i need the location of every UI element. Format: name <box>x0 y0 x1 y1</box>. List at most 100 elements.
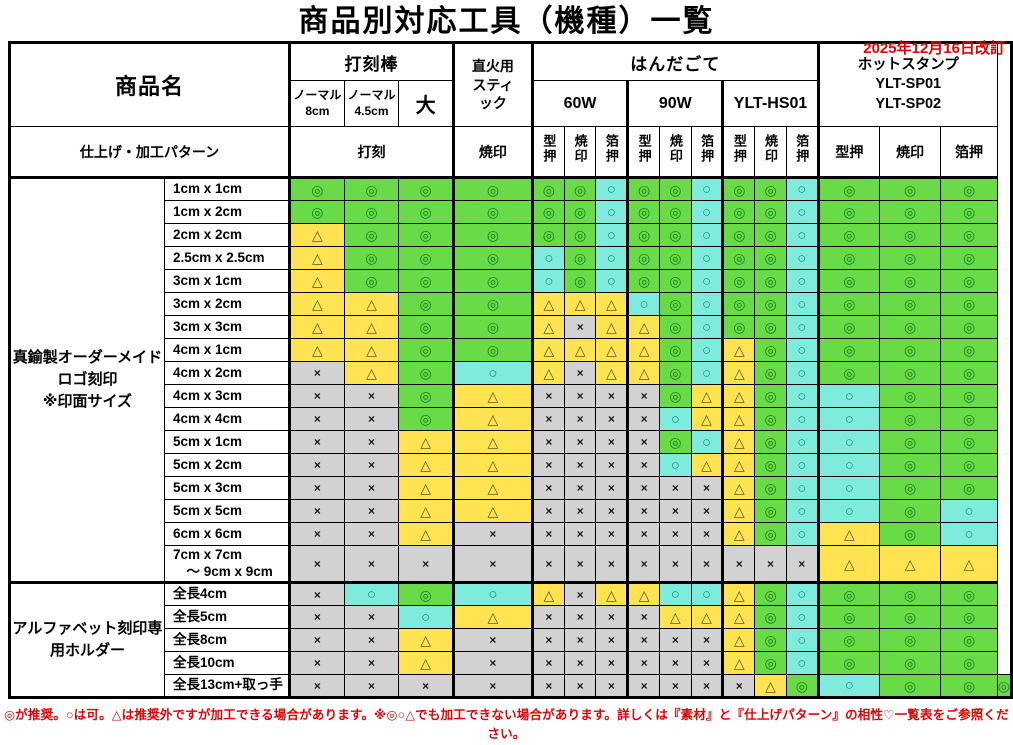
compat-cell: ○ <box>595 223 629 247</box>
compat-cell: ◎ <box>658 430 692 454</box>
compat-cell: ◎ <box>878 361 942 385</box>
compat-cell: × <box>595 453 629 477</box>
compat-cell: ◎ <box>288 200 345 224</box>
compat-cell: ○ <box>785 223 819 247</box>
compat-cell: △ <box>398 430 454 454</box>
compat-cell: ◎ <box>785 674 819 698</box>
compat-cell: △ <box>626 315 660 339</box>
compat-cell: ○ <box>595 177 629 201</box>
compat-cell: ◎ <box>878 269 942 293</box>
compat-cell: ◎ <box>451 269 533 293</box>
compat-cell: × <box>626 407 660 431</box>
compat-cell: ◎ <box>451 338 533 362</box>
compat-cell: × <box>563 453 597 477</box>
compat-cell: ○ <box>785 581 819 606</box>
compat-cell: ○ <box>816 430 881 454</box>
compat-cell: ○ <box>530 269 565 293</box>
compat-cell: ○ <box>785 499 819 523</box>
compat-cell: ◎ <box>563 200 597 224</box>
compat-cell: ◎ <box>940 476 998 500</box>
compat-cell: ◎ <box>754 223 787 247</box>
compat-cell: ○ <box>816 384 881 408</box>
pattern-header-90w-yakiin: 焼印 <box>658 126 692 179</box>
compat-cell: ◎ <box>451 200 533 224</box>
compat-cell: △ <box>878 545 942 583</box>
compat-cell: △ <box>754 674 787 698</box>
compat-cell: ◎ <box>996 674 1013 698</box>
compat-cell: ◎ <box>754 269 787 293</box>
compat-cell: ◎ <box>754 628 787 652</box>
compat-cell: × <box>343 476 400 500</box>
compat-cell: △ <box>721 651 756 675</box>
compat-cell: ◎ <box>754 605 787 629</box>
compat-cell: ◎ <box>451 315 533 339</box>
compat-cell: × <box>690 674 724 698</box>
compat-cell: ○ <box>595 246 629 270</box>
compat-cell: × <box>785 545 819 583</box>
compat-cell: △ <box>398 628 454 652</box>
compat-cell: ◎ <box>563 177 597 201</box>
compat-cell: × <box>288 674 345 698</box>
compat-cell: △ <box>690 453 724 477</box>
compat-cell: ○ <box>940 499 998 523</box>
compat-cell: ◎ <box>658 246 692 270</box>
compat-cell: △ <box>343 361 400 385</box>
compat-cell: △ <box>721 628 756 652</box>
compat-cell: ◎ <box>940 628 998 652</box>
size-label: 6cm x 6cm <box>163 522 291 546</box>
compat-cell: ○ <box>451 581 533 606</box>
compat-cell: △ <box>451 499 533 523</box>
compat-cell: × <box>343 545 400 583</box>
compat-cell: × <box>626 384 660 408</box>
compat-cell: × <box>288 581 345 606</box>
compat-cell: ◎ <box>878 407 942 431</box>
size-label: 全長8cm <box>163 628 291 652</box>
compat-cell: ◎ <box>878 223 942 247</box>
column-header-60w: 60W <box>530 80 629 127</box>
compat-cell: ◎ <box>721 200 756 224</box>
compat-cell: △ <box>721 338 756 362</box>
compat-cell: △ <box>451 430 533 454</box>
compat-cell: △ <box>451 453 533 477</box>
compat-cell: ◎ <box>398 581 454 606</box>
compat-cell: × <box>690 476 724 500</box>
compat-cell: ◎ <box>658 338 692 362</box>
compat-cell: × <box>563 522 597 546</box>
compatibility-table: 商品名 打刻棒 直火用 スティ ック はんだごて ホットスタンプ YLT-SP0… <box>8 41 1013 699</box>
column-header-hs01: YLT-HS01 <box>721 80 819 127</box>
compat-cell: × <box>288 453 345 477</box>
compat-cell: × <box>530 522 565 546</box>
column-header-stick: 直火用 スティ ック <box>451 42 533 127</box>
compat-cell: ◎ <box>721 269 756 293</box>
compat-cell: ◎ <box>816 200 881 224</box>
compat-cell: × <box>595 605 629 629</box>
size-label: 4cm x 4cm <box>163 407 291 431</box>
compat-cell: ○ <box>658 407 692 431</box>
compat-cell: ◎ <box>288 177 345 201</box>
compat-cell: △ <box>690 384 724 408</box>
compat-cell: × <box>721 545 756 583</box>
compat-cell: × <box>563 674 597 698</box>
pattern-header-60w-kataoshi: 型押 <box>530 126 565 179</box>
compat-cell: × <box>563 499 597 523</box>
revision-date: 2025年12月16日改訂 <box>863 40 1005 57</box>
compat-cell: × <box>343 605 400 629</box>
compat-cell: ◎ <box>658 269 692 293</box>
compat-cell: ○ <box>690 177 724 201</box>
compat-cell: ◎ <box>754 476 787 500</box>
compat-cell: △ <box>530 338 565 362</box>
compat-cell: × <box>530 430 565 454</box>
compat-cell: △ <box>721 522 756 546</box>
compat-cell: ◎ <box>940 292 998 316</box>
page-title: 商品別対応工具（機種）一覧 <box>298 5 715 38</box>
compat-cell: ◎ <box>816 292 881 316</box>
compat-cell: △ <box>595 292 629 316</box>
compat-cell: ◎ <box>878 522 942 546</box>
compat-cell: △ <box>451 476 533 500</box>
compat-cell: ◎ <box>940 674 998 698</box>
compat-cell: × <box>530 628 565 652</box>
compat-cell: ◎ <box>878 581 942 606</box>
compat-cell: ◎ <box>816 361 881 385</box>
compat-cell: ○ <box>785 315 819 339</box>
pattern-header-stick-yakiin: 焼印 <box>451 126 533 179</box>
